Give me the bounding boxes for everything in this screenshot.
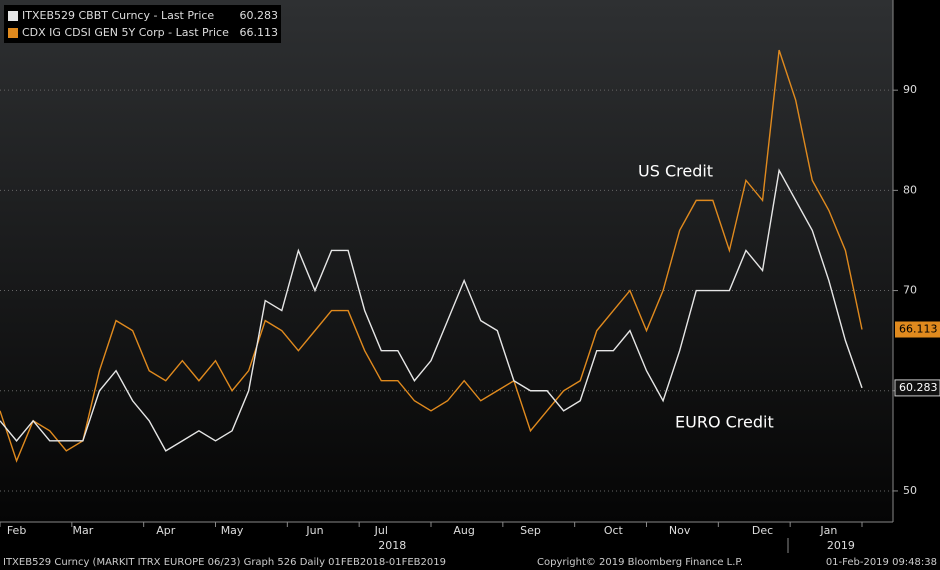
x-tick-label: Nov xyxy=(669,524,691,537)
x-tick-label: Sep xyxy=(520,524,541,537)
footer-text: Copyright© 2019 Bloomberg Finance L.P. xyxy=(537,557,743,568)
x-tick-label: Jan xyxy=(819,524,837,537)
y-tick-label: 50 xyxy=(903,484,917,497)
legend-label: ITXEB529 CBBT Curncy - Last Price xyxy=(22,9,214,22)
footer-text: 01-Feb-2019 09:48:38 xyxy=(826,557,937,568)
annotation: US Credit xyxy=(638,162,713,181)
footer-bar xyxy=(0,553,940,570)
last-value-label: 60.283 xyxy=(899,381,938,394)
x-tick-label: Jul xyxy=(374,524,388,537)
annotation: EURO Credit xyxy=(675,413,774,432)
footer-text: ITXEB529 Curncy (MARKIT ITRX EUROPE 06/2… xyxy=(3,557,446,568)
x-tick-label: Dec xyxy=(752,524,773,537)
y-tick-label: 80 xyxy=(903,183,917,196)
x-tick-label: Oct xyxy=(604,524,624,537)
x-tick-label: Feb xyxy=(7,524,26,537)
legend-value: 66.113 xyxy=(240,26,279,39)
plot-area xyxy=(0,0,893,522)
year-label: 2019 xyxy=(827,539,855,552)
x-axis-area xyxy=(0,522,940,553)
x-tick-label: May xyxy=(221,524,244,537)
x-tick-label: Mar xyxy=(73,524,94,537)
series-line xyxy=(0,49,863,463)
legend-label: CDX IG CDSI GEN 5Y Corp - Last Price xyxy=(22,26,229,39)
x-tick-label: Jun xyxy=(305,524,323,537)
legend-box xyxy=(4,5,281,43)
y-tick-label: 70 xyxy=(903,284,917,297)
last-value-label: 66.113 xyxy=(899,323,938,336)
y-tick-label: 90 xyxy=(903,83,917,96)
legend-swatch xyxy=(8,28,18,38)
last-value-tag xyxy=(895,321,940,338)
x-tick-label: Apr xyxy=(156,524,176,537)
series-line xyxy=(0,168,863,452)
legend-value: 60.283 xyxy=(240,9,279,22)
year-label: 2018 xyxy=(378,539,406,552)
legend-swatch xyxy=(8,11,18,21)
x-tick-label: Aug xyxy=(453,524,474,537)
last-value-tag xyxy=(894,379,940,397)
